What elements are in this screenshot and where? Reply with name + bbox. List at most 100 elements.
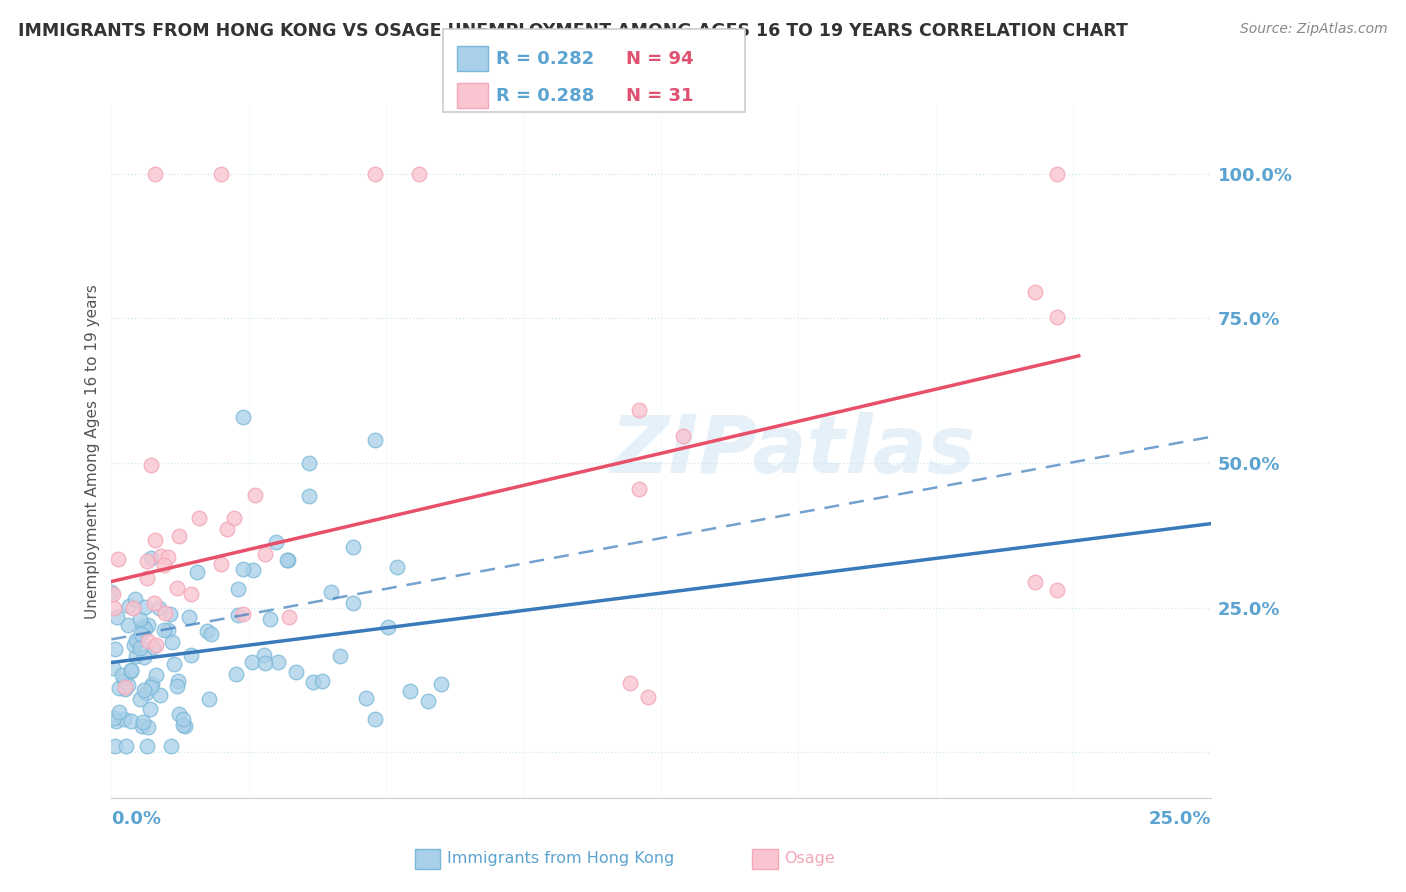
- Point: [105, 610, 128, 624]
- Point: [120, 714, 142, 729]
- Point: [163, 657, 186, 671]
- Point: [177, 609, 200, 624]
- Point: [132, 649, 155, 664]
- Point: [1024, 285, 1046, 299]
- Point: [114, 682, 136, 697]
- Point: [134, 683, 156, 698]
- Text: R = 0.282: R = 0.282: [496, 50, 595, 68]
- Text: Source: ZipAtlas.com: Source: ZipAtlas.com: [1240, 22, 1388, 37]
- Point: [1024, 574, 1046, 589]
- Point: [128, 692, 150, 706]
- Point: [1046, 167, 1069, 181]
- Point: [100, 585, 122, 599]
- Point: [180, 587, 202, 601]
- Point: [619, 675, 641, 690]
- Point: [267, 655, 290, 669]
- Point: [311, 674, 333, 689]
- Point: [139, 701, 162, 715]
- Point: [139, 550, 162, 565]
- Point: [232, 562, 254, 576]
- Point: [145, 533, 167, 548]
- Point: [129, 612, 152, 626]
- Point: [141, 677, 163, 691]
- Point: [628, 403, 651, 417]
- Point: [186, 565, 208, 579]
- Point: [254, 656, 277, 670]
- Point: [188, 511, 211, 525]
- Point: [101, 661, 124, 675]
- Point: [253, 648, 276, 663]
- Point: [172, 717, 194, 731]
- Point: [232, 409, 254, 424]
- Point: [136, 618, 159, 632]
- Point: [131, 719, 153, 733]
- Text: R = 0.288: R = 0.288: [496, 87, 595, 104]
- Point: [125, 634, 148, 648]
- Point: [167, 673, 190, 688]
- Point: [153, 624, 176, 638]
- Point: [408, 167, 430, 181]
- Text: 0.0%: 0.0%: [111, 810, 162, 828]
- Point: [342, 596, 364, 610]
- Point: [276, 553, 298, 567]
- Point: [243, 488, 266, 502]
- Point: [329, 649, 352, 664]
- Point: [107, 551, 129, 566]
- Point: [132, 618, 155, 632]
- Text: IMMIGRANTS FROM HONG KONG VS OSAGE UNEMPLOYMENT AMONG AGES 16 TO 19 YEARS CORREL: IMMIGRANTS FROM HONG KONG VS OSAGE UNEMP…: [18, 22, 1128, 40]
- Point: [298, 489, 321, 503]
- Text: Osage: Osage: [785, 852, 835, 866]
- Point: [136, 633, 159, 648]
- Point: [416, 694, 439, 708]
- Point: [173, 718, 195, 732]
- Point: [114, 680, 136, 694]
- Text: N = 31: N = 31: [626, 87, 693, 104]
- Point: [149, 549, 172, 563]
- Point: [108, 705, 131, 719]
- Point: [1046, 583, 1069, 598]
- Point: [387, 560, 409, 574]
- Point: [301, 674, 323, 689]
- Point: [197, 624, 219, 638]
- Point: [197, 692, 219, 706]
- Point: [149, 688, 172, 702]
- Point: [120, 664, 142, 678]
- Point: [104, 739, 127, 754]
- Point: [160, 739, 183, 754]
- Point: [117, 618, 139, 632]
- Point: [232, 607, 254, 621]
- Point: [1046, 310, 1069, 324]
- Point: [145, 167, 167, 181]
- Point: [101, 587, 124, 601]
- Point: [120, 664, 142, 678]
- Point: [148, 601, 170, 615]
- Point: [129, 627, 152, 641]
- Text: 25.0%: 25.0%: [1149, 810, 1211, 828]
- Point: [399, 683, 422, 698]
- Point: [160, 635, 183, 649]
- Point: [128, 640, 150, 655]
- Point: [200, 627, 222, 641]
- Point: [166, 581, 188, 595]
- Text: N = 94: N = 94: [626, 50, 693, 68]
- Point: [122, 601, 145, 615]
- Point: [145, 668, 167, 682]
- Point: [118, 599, 141, 613]
- Point: [136, 739, 159, 754]
- Point: [364, 712, 387, 726]
- Point: [225, 667, 247, 681]
- Point: [277, 553, 299, 567]
- Point: [628, 482, 651, 496]
- Point: [298, 456, 321, 470]
- Point: [364, 433, 387, 447]
- Point: [136, 554, 159, 568]
- Point: [142, 596, 165, 610]
- Point: [637, 690, 659, 705]
- Point: [104, 641, 127, 656]
- Point: [264, 535, 287, 549]
- Point: [103, 601, 125, 615]
- Point: [259, 612, 281, 626]
- Point: [141, 458, 163, 472]
- Point: [226, 607, 249, 622]
- Point: [114, 739, 136, 754]
